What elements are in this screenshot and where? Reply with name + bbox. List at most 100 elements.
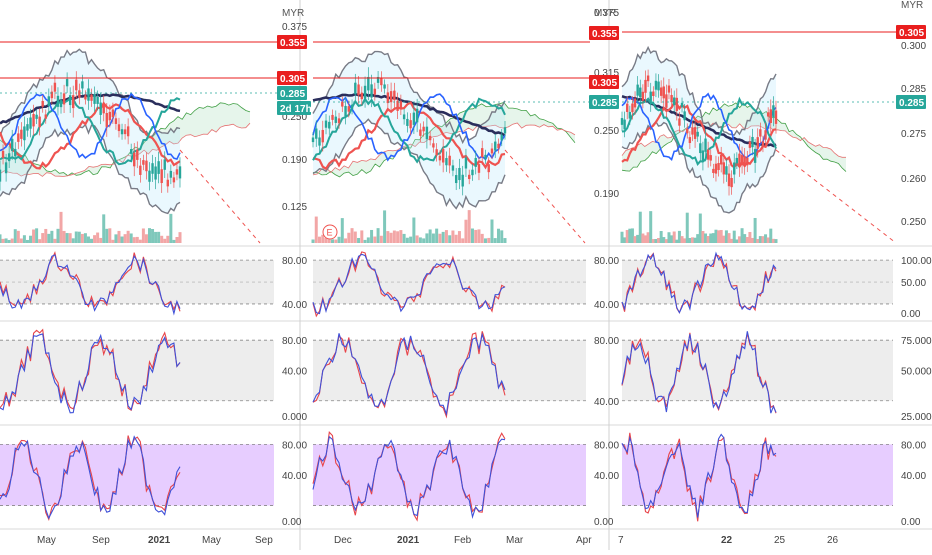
volume-bar <box>435 228 439 243</box>
volume-bar <box>347 232 351 243</box>
volume-bar <box>50 230 54 243</box>
candle-body <box>454 175 458 184</box>
time-axis-label: 2021 <box>148 535 171 546</box>
volume-bar <box>636 234 640 243</box>
candle-body <box>96 96 99 104</box>
volume-bar <box>392 230 396 243</box>
volume-bar <box>370 229 374 243</box>
volume-bar <box>487 237 491 243</box>
candle-body <box>84 95 87 100</box>
volume-bar <box>114 234 118 243</box>
candle-body <box>419 129 422 136</box>
volume-bar <box>360 230 364 243</box>
volume-bar <box>373 236 377 243</box>
candle-body <box>93 94 96 104</box>
candle-body <box>659 87 663 96</box>
candle-body <box>759 129 762 137</box>
volume-bar <box>337 236 341 243</box>
candle-body <box>117 124 121 132</box>
volume-bar <box>628 228 632 243</box>
rsi-tick: 0.00 <box>901 309 921 320</box>
candle-body <box>145 160 148 172</box>
candle-body <box>399 101 403 109</box>
candle-body <box>105 113 108 127</box>
volume-bar <box>376 228 380 243</box>
earnings-marker-label: E <box>327 228 333 238</box>
volume-bar <box>383 210 387 243</box>
candle-body <box>78 90 81 98</box>
volume-bar <box>769 228 773 243</box>
candle-body <box>151 163 154 174</box>
volume-bar <box>724 230 728 243</box>
candle-body <box>623 119 626 130</box>
bollinger-fill <box>0 49 180 214</box>
volume-bar <box>477 229 481 243</box>
candle-body <box>753 148 757 163</box>
volume-bar <box>693 237 697 243</box>
candle-body <box>704 138 707 152</box>
panel-p3[interactable]: 0.300 0.285 0.275 0.260 0.250 MYR 0.305 0.285 10… <box>618 0 932 546</box>
candle-body <box>709 155 712 161</box>
candle-body <box>0 169 2 182</box>
volume-bar <box>25 239 29 243</box>
volume-bar <box>418 237 422 243</box>
volume-bar <box>464 219 468 243</box>
volume-bar <box>722 235 726 243</box>
price-tag-label: 0.285 <box>592 98 617 109</box>
volume-bar <box>129 233 133 243</box>
panel-p2[interactable]: 0.375 0.315 0.250 0.190 MYR 0.355 0.305 0.285 E 8… <box>311 8 620 546</box>
candle-body <box>160 169 163 184</box>
volume-bar <box>56 228 60 243</box>
volume-bar <box>96 232 100 243</box>
stochastic-main-line <box>0 435 181 520</box>
stochastic-tick: 80.00 <box>594 440 619 451</box>
price-tick: 0.190 <box>282 155 307 166</box>
stochastic-tick: 40.00 <box>901 471 926 482</box>
volume-bar <box>74 231 78 243</box>
candle-body <box>435 149 438 156</box>
currency-label: MYR <box>901 0 923 11</box>
candle-body <box>641 91 645 101</box>
volume-bar <box>774 239 778 243</box>
price-tag-box <box>277 71 307 85</box>
bollinger-lower <box>621 120 777 214</box>
bollinger-fill <box>313 51 505 209</box>
volume-bar <box>147 228 151 243</box>
candle-body <box>670 94 673 103</box>
price-tick: 0.250 <box>594 126 619 137</box>
stoch-rsi-tick: 25.000 <box>901 412 932 423</box>
volume-bar <box>32 229 36 243</box>
candle-body <box>628 111 632 119</box>
candle-body <box>14 148 17 157</box>
candle-body <box>665 94 668 108</box>
candle-body <box>428 135 432 141</box>
volume-bar <box>172 239 176 243</box>
candle-body <box>688 137 692 144</box>
candle-body <box>99 102 102 115</box>
candle-body <box>44 114 47 119</box>
volume-bar <box>13 229 17 243</box>
candle-body <box>468 174 471 180</box>
volume-bar <box>396 231 400 243</box>
stoch-rsi-tick: 50.000 <box>901 366 932 377</box>
stoch-rsi-main-line <box>621 331 777 414</box>
bollinger-upper <box>621 45 777 136</box>
time-axis-label: Apr <box>576 535 592 546</box>
candle-body <box>59 100 63 108</box>
candle-body <box>675 97 679 111</box>
volume-bar <box>409 236 413 243</box>
ema-mid <box>312 96 506 164</box>
volume-bar <box>157 231 161 243</box>
volume-bar <box>735 239 739 243</box>
candle-body <box>315 128 318 139</box>
panel-p1[interactable]: 0.375 0.250 0.190 0.125 MYR 0.355 0.305 0.285 2d… <box>0 8 312 546</box>
candle-body <box>738 153 741 168</box>
price-tag-label: 2d 17h <box>280 104 312 115</box>
volume-bar <box>117 230 121 243</box>
candle-body <box>667 85 671 93</box>
currency-label: MYR <box>282 8 304 19</box>
candle-body <box>17 133 20 142</box>
candle-body <box>484 154 487 159</box>
